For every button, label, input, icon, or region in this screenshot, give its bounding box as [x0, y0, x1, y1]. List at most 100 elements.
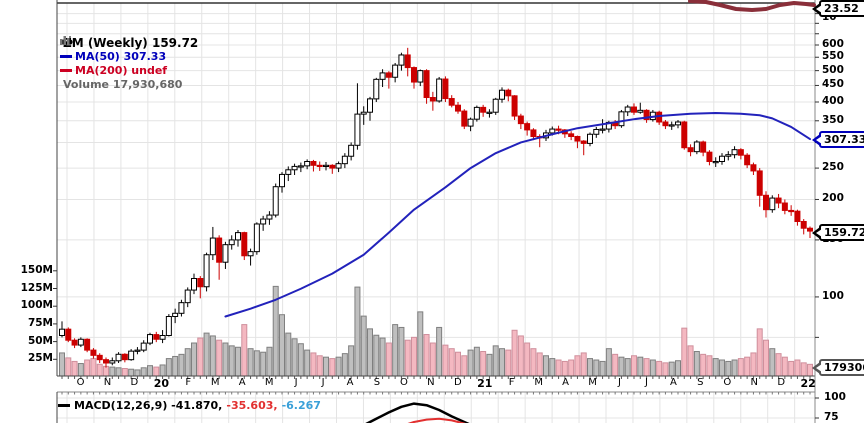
candle-body [794, 210, 801, 222]
volume-bar [197, 337, 204, 377]
volume-bar [90, 358, 97, 377]
candle-body [354, 113, 361, 146]
candle-body [153, 334, 160, 340]
volume-bar [693, 351, 700, 377]
candle-body [392, 64, 399, 78]
volume-bar [580, 352, 587, 377]
volume-bar [77, 363, 84, 377]
candle-body [637, 109, 644, 113]
volume-bar [109, 366, 116, 377]
legend-volume-row: Volume 17,930,680 [60, 36, 198, 91]
candle-body [203, 254, 210, 288]
volume-bar [411, 336, 417, 377]
ma50-line [224, 111, 811, 318]
candle-body [404, 54, 411, 69]
candle-body [675, 121, 681, 126]
macd-legend-signal: -35.603, [226, 399, 278, 412]
candle-body [329, 164, 336, 169]
candle-body [316, 164, 323, 168]
year-axis-label: 20 [153, 377, 169, 390]
candle-body [436, 78, 443, 102]
candle-body [96, 354, 103, 361]
candle-body [442, 78, 449, 100]
volume-bar [329, 358, 336, 377]
volume-bar [794, 359, 801, 377]
candle-body [209, 237, 216, 256]
month-axis-label: N [427, 377, 435, 388]
volume-bar [392, 324, 399, 377]
candle-body [555, 128, 562, 131]
volume-bar [84, 359, 91, 377]
volume-bar [731, 359, 738, 377]
candle-body [624, 106, 631, 113]
candle-body [134, 349, 141, 352]
volume-bar [209, 335, 216, 377]
volume-bar [712, 358, 719, 377]
candle-body [90, 349, 97, 356]
month-axis-label: D [130, 377, 139, 388]
volume-bar [775, 353, 782, 377]
volume-bar [612, 353, 619, 377]
volume-bar [561, 360, 568, 377]
volume-bar [800, 362, 807, 377]
candle-body [467, 118, 474, 127]
month-axis-label: D [453, 377, 462, 388]
volume-bar [750, 352, 757, 377]
candle-body [385, 72, 392, 78]
candle-body [216, 237, 223, 263]
volume-axis-label: 25M [27, 352, 53, 365]
macd-legend: MACD(12,26,9) -41.870, -35.603, -6.267 [58, 399, 321, 412]
volume-bar [530, 348, 537, 377]
volume-bar [323, 356, 329, 377]
volume-axis-label: 150M [20, 263, 53, 276]
price-axis-label: 550 [822, 50, 844, 63]
price-axis-label: 500 [822, 63, 844, 76]
candle-body [763, 194, 769, 211]
volume-bar [473, 346, 480, 377]
month-axis-label: O [723, 377, 732, 388]
candle-body [473, 106, 480, 120]
volume-bar [649, 359, 656, 377]
volume-bar [543, 355, 549, 377]
volume-bar [203, 332, 210, 377]
candle-body [304, 160, 311, 167]
candle-body [367, 98, 373, 113]
volume-bar [304, 349, 311, 377]
volume-bar [643, 358, 650, 377]
top-indicator-line [688, 0, 816, 12]
month-axis-label: M [210, 377, 220, 388]
legend-volume-text: Volume 17,930,680 [63, 78, 183, 91]
month-axis-label: J [321, 377, 325, 388]
volume-bar [517, 335, 524, 377]
candle-body [499, 89, 505, 100]
volume-bar [737, 358, 744, 377]
volume-bar [618, 356, 625, 377]
candle-body [706, 151, 713, 162]
volume-bar [725, 360, 732, 377]
volume-bar [140, 367, 147, 377]
month-axis-label: M [588, 377, 597, 388]
volume-axis-label: 100M [20, 299, 53, 312]
volume-bar [706, 355, 713, 377]
month-axis-label: A [238, 377, 246, 388]
candle-body [417, 70, 424, 83]
candle-body [77, 338, 84, 346]
candle-body [115, 353, 122, 362]
volume-bar [763, 339, 769, 377]
candle-body [574, 135, 581, 142]
volume-bar [605, 348, 612, 377]
volume-bar [744, 356, 751, 377]
candle-body [448, 98, 455, 106]
candle-body [59, 328, 65, 337]
volume-bar [700, 353, 707, 377]
volume-bar [115, 367, 122, 377]
volume-bar [191, 342, 197, 377]
volume-bar [549, 358, 556, 377]
volume-bar [291, 338, 298, 377]
candle-body [241, 232, 248, 257]
volume-bar [461, 355, 468, 377]
volume-bar [769, 348, 776, 377]
volume-bar [241, 324, 248, 377]
